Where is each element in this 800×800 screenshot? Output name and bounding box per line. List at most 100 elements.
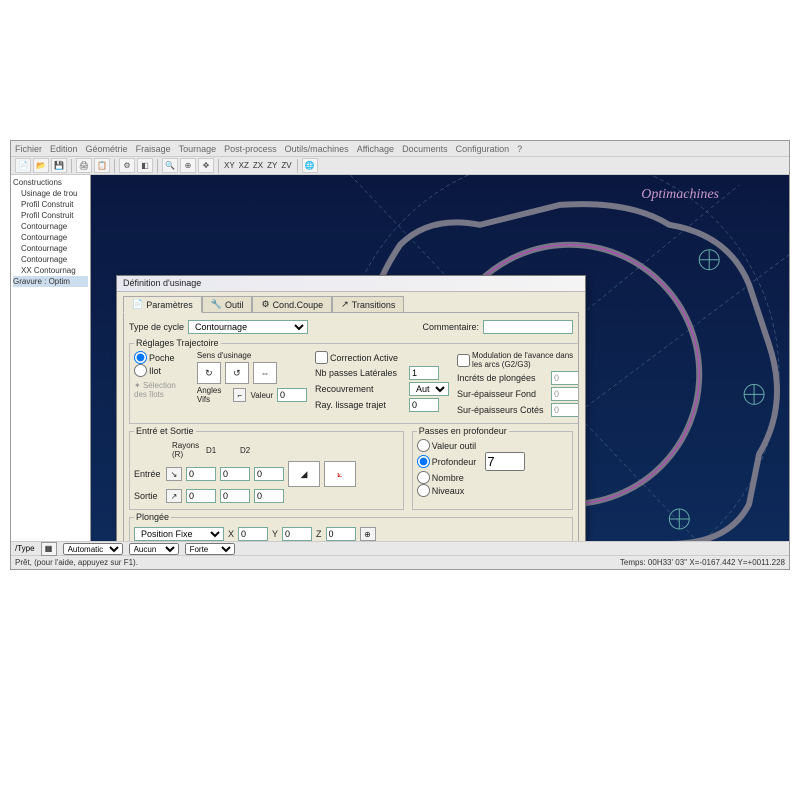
tab-parametres[interactable]: 📄Paramètres	[123, 296, 202, 313]
menu-configuration[interactable]: Configuration	[456, 144, 510, 154]
sens-ccw-icon[interactable]: ↺	[225, 362, 249, 384]
type-label: /Type	[15, 544, 35, 553]
correction-active-check[interactable]	[315, 351, 328, 364]
bottom-toolbar: /Type ▦ Automatic Aucun Forte	[11, 541, 789, 555]
ray-lissage-input[interactable]	[409, 398, 439, 412]
open-icon[interactable]: 📂	[33, 158, 49, 173]
entree-d2-input[interactable]	[254, 467, 284, 481]
entree-sortie-group: Entré et Sortie Rayons (R) D1 D2 Entrée …	[129, 426, 404, 510]
reglages-group: Réglages Trajectoire Poche Ilot ✦ Sélect…	[129, 338, 579, 424]
zoomfit-icon[interactable]: ⊕	[180, 158, 196, 173]
angles-vifs-icon[interactable]: ⌐	[233, 388, 246, 402]
plongee-y-input[interactable]	[282, 527, 312, 541]
menu-outils[interactable]: Outils/machines	[285, 144, 349, 154]
modulation-check[interactable]	[457, 354, 470, 367]
recouvrement-select[interactable]: Auto	[409, 382, 449, 396]
sortie-d2-input[interactable]	[254, 489, 284, 503]
tree-item[interactable]: Profil Construit	[13, 210, 88, 221]
tree-gravure[interactable]: Gravure : Optim	[13, 276, 88, 287]
niveaux-radio[interactable]	[417, 484, 430, 497]
poche-radio[interactable]	[134, 351, 147, 364]
view-xz[interactable]: XZ	[238, 161, 250, 170]
profondeur-radio[interactable]	[417, 455, 430, 468]
toolbar: 📄 📂 💾 🖨 📋 ⚙ ◧ 🔍 ⊕ ✥ XY XZ ZX ZY ZV 🌐	[11, 157, 789, 175]
nombre-radio[interactable]	[417, 471, 430, 484]
sens-both-icon[interactable]: ⇔	[253, 362, 277, 384]
menu-geometrie[interactable]: Géométrie	[86, 144, 128, 154]
viewport[interactable]: Optimachines Définition d'usinage 📄Param…	[91, 175, 789, 541]
tree-item[interactable]: Contournage	[13, 232, 88, 243]
view-zx[interactable]: ZX	[252, 161, 264, 170]
print-icon[interactable]: 🖨	[76, 158, 92, 173]
dialog-body: Type de cycle Contournage Commentaire: R…	[123, 312, 579, 541]
type-cycle-label: Type de cycle	[129, 322, 184, 332]
app-window: Fichier Edition Géométrie Fraisage Tourn…	[10, 140, 790, 570]
menu-postprocess[interactable]: Post-process	[224, 144, 277, 154]
tab-transitions[interactable]: ↗Transitions	[332, 296, 404, 312]
entree-icon[interactable]: ↘	[166, 467, 182, 481]
entree-r-input[interactable]	[186, 467, 216, 481]
dialog-tabs: 📄Paramètres 🔧Outil ⚙Cond.Coupe ↗Transiti…	[117, 292, 585, 312]
tree-item[interactable]: Usinage de trou	[13, 188, 88, 199]
menu-fichier[interactable]: Fichier	[15, 144, 42, 154]
entree-diagram2-icon[interactable]: ⟀	[324, 461, 356, 487]
view-zv[interactable]: ZV	[280, 161, 292, 170]
entree-diagram-icon[interactable]: ◢	[288, 461, 320, 487]
incr-plongees-input	[551, 371, 579, 385]
type-cycle-select[interactable]: Contournage	[188, 320, 308, 334]
menu-edition[interactable]: Edition	[50, 144, 78, 154]
sortie-r-input[interactable]	[186, 489, 216, 503]
surep-cotes-input	[551, 403, 579, 417]
entree-d1-input[interactable]	[220, 467, 250, 481]
watermark: Optimachines	[641, 187, 719, 203]
plongee-pick-icon[interactable]: ⊕	[360, 527, 376, 541]
commentaire-input[interactable]	[483, 320, 573, 334]
status-bar: Prêt, (pour l'aide, appuyez sur F1). Tem…	[11, 555, 789, 569]
tree-root[interactable]: Constructions	[13, 177, 88, 188]
tree-item[interactable]: Contournage	[13, 221, 88, 232]
dialog-title: Définition d'usinage	[117, 276, 585, 292]
menu-fraisage[interactable]: Fraisage	[136, 144, 171, 154]
zoom-icon[interactable]: 🔍	[162, 158, 178, 173]
tree-item[interactable]: Contournage	[13, 243, 88, 254]
layer-icon[interactable]: ▦	[41, 542, 57, 556]
reglages-legend: Réglages Trajectoire	[134, 338, 221, 348]
menu-affichage[interactable]: Affichage	[357, 144, 394, 154]
status-left: Prêt, (pour l'aide, appuyez sur F1).	[15, 558, 138, 567]
plongee-x-input[interactable]	[238, 527, 268, 541]
menu-documents[interactable]: Documents	[402, 144, 448, 154]
tab-cond-coupe[interactable]: ⚙Cond.Coupe	[252, 296, 332, 312]
forte-select[interactable]: Forte	[185, 543, 235, 555]
menu-tournage[interactable]: Tournage	[179, 144, 217, 154]
pan-icon[interactable]: ✥	[198, 158, 214, 173]
aucun-select[interactable]: Aucun	[129, 543, 179, 555]
valeur-input[interactable]	[277, 388, 307, 402]
sortie-icon[interactable]: ↗	[166, 489, 182, 503]
commentaire-label: Commentaire:	[422, 322, 479, 332]
view-zy[interactable]: ZY	[266, 161, 278, 170]
tree-item[interactable]: Contournage	[13, 254, 88, 265]
menu-help[interactable]: ?	[517, 144, 522, 154]
tree-panel[interactable]: Constructions Usinage de trou Profil Con…	[11, 175, 91, 541]
tool2-icon[interactable]: ◧	[137, 158, 153, 173]
save-icon[interactable]: 💾	[51, 158, 67, 173]
ilot-radio[interactable]	[134, 364, 147, 377]
globe-icon[interactable]: 🌐	[302, 158, 318, 173]
menubar: Fichier Edition Géométrie Fraisage Tourn…	[11, 141, 789, 157]
view-xy[interactable]: XY	[223, 161, 236, 170]
tree-item[interactable]: Profil Construit	[13, 199, 88, 210]
valeur-outil-radio[interactable]	[417, 439, 430, 452]
copy-icon[interactable]: 📋	[94, 158, 110, 173]
nb-passes-input[interactable]	[409, 366, 439, 380]
sortie-d1-input[interactable]	[220, 489, 250, 503]
automatic-select[interactable]: Automatic	[63, 543, 123, 555]
tab-outil[interactable]: 🔧Outil	[202, 296, 253, 312]
tool-icon[interactable]: ⚙	[119, 158, 135, 173]
main-area: Constructions Usinage de trou Profil Con…	[11, 175, 789, 541]
plongee-z-input[interactable]	[326, 527, 356, 541]
position-fixe-select[interactable]: Position Fixe	[134, 527, 224, 541]
sens-cw-icon[interactable]: ↻	[197, 362, 221, 384]
tree-item[interactable]: XX Contournag	[13, 265, 88, 276]
profondeur-input[interactable]	[485, 452, 525, 471]
new-icon[interactable]: 📄	[15, 158, 31, 173]
